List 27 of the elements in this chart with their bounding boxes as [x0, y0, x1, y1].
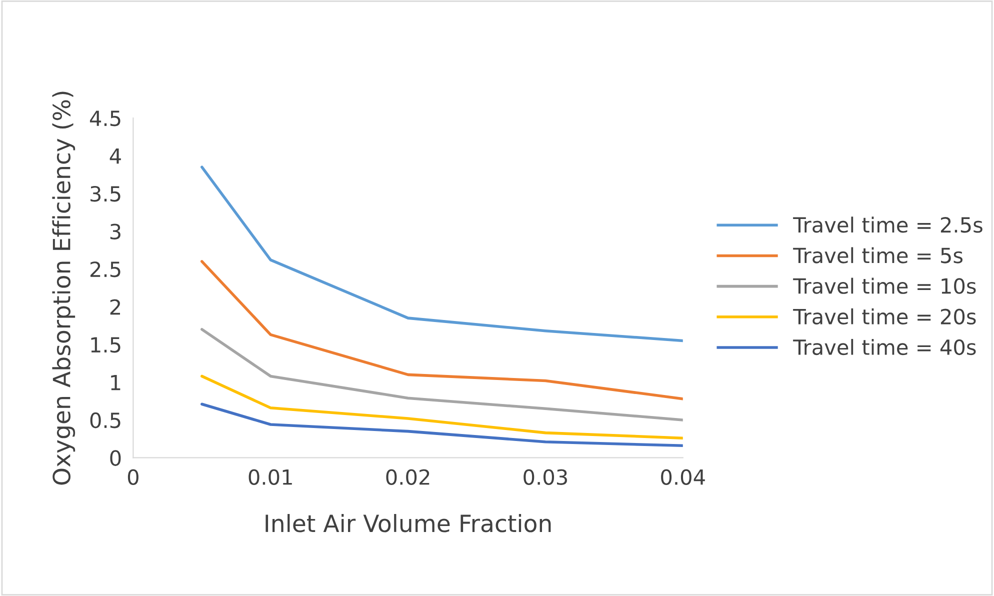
y-tick-label: 2 — [110, 299, 120, 315]
legend-label: Travel time = 5s — [793, 247, 963, 264]
x-tick-label: 0.03 — [524, 469, 567, 485]
legend-label: Travel time = 20s — [793, 308, 976, 324]
line-series — [200, 328, 683, 422]
y-tick-label: 4.5 — [90, 110, 120, 126]
line-series — [200, 402, 683, 448]
line-series — [200, 166, 683, 342]
x-axis-title: Inlet Air Volume Fraction — [266, 514, 551, 532]
y-tick-label: 0 — [110, 450, 121, 466]
y-tick-label: 4 — [110, 148, 121, 164]
y-axis-title: Oxygen Absorption Efficiency (%) — [52, 92, 76, 485]
legend-label: Travel time = 40s — [793, 338, 976, 356]
y-tick-label: 1.5 — [91, 337, 120, 353]
x-tick-label: 0.02 — [386, 469, 430, 485]
y-tick-label: 3 — [110, 224, 120, 240]
line-series — [200, 374, 683, 440]
legend-label: Travel time = 10s — [793, 278, 976, 294]
y-tick-label: 2.5 — [90, 261, 120, 278]
y-tick-label: 1 — [111, 374, 120, 390]
x-tick-label: 0 — [128, 469, 138, 485]
y-tick-label: 3.5 — [90, 186, 120, 202]
x-tick-label: 0.04 — [661, 469, 705, 485]
line-series — [200, 260, 683, 400]
y-tick-label: 0.5 — [90, 412, 120, 428]
x-tick-label: 0.01 — [248, 469, 292, 485]
legend-label: Travel time = 2.5s — [793, 216, 982, 233]
